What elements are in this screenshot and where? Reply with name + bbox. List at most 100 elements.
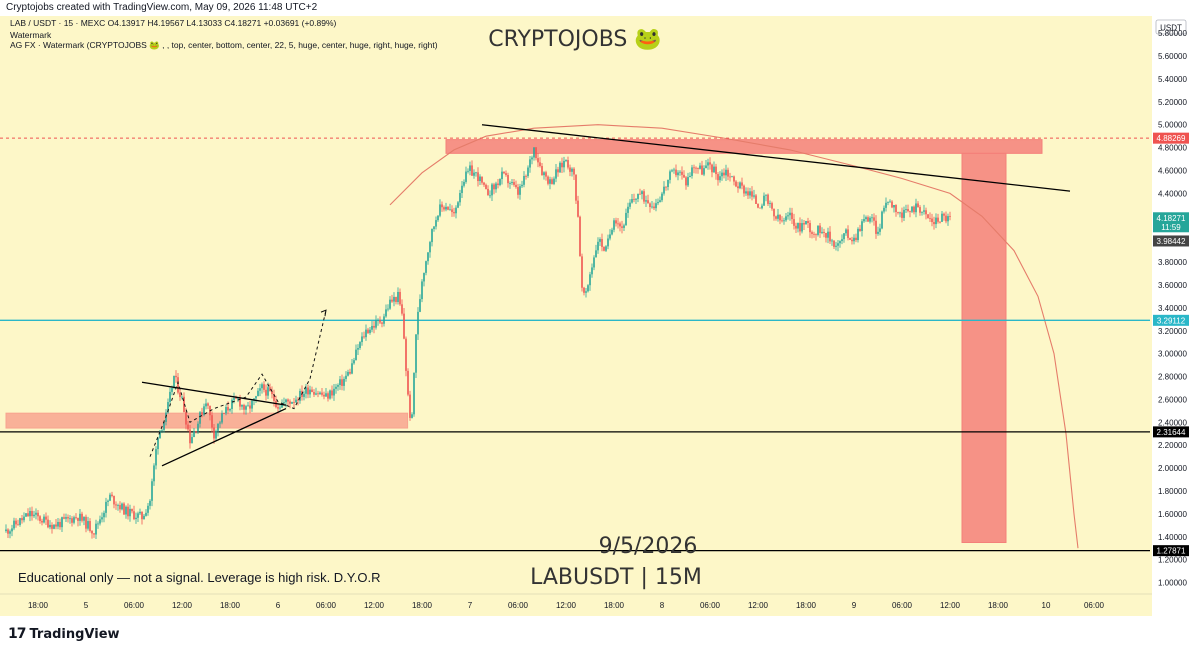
candle-body [69, 518, 71, 520]
candle-body [335, 386, 337, 389]
candle-body [569, 167, 571, 172]
candle-body [379, 319, 381, 323]
candle-body [179, 392, 181, 398]
candle-body [469, 165, 471, 171]
candle-body [425, 261, 427, 273]
candle-body [859, 228, 861, 231]
candle-body [27, 513, 29, 517]
level-label-box [1153, 132, 1189, 144]
candle-body [475, 172, 477, 174]
candle-body [629, 202, 631, 207]
candle-body [915, 203, 917, 213]
candle-body [405, 338, 407, 371]
candles-layer [5, 146, 951, 540]
candle-body [255, 396, 257, 399]
candle-body [199, 412, 201, 424]
candle-body [511, 182, 513, 184]
candle-body [293, 402, 295, 403]
candle-body [775, 216, 777, 219]
candle-body [9, 531, 11, 534]
tradingview-logo[interactable]: 17 TradingView [8, 626, 120, 642]
candle-body [213, 427, 215, 439]
candle-body [219, 422, 221, 424]
candle-body [765, 194, 767, 196]
candle-body [675, 169, 677, 176]
y-tick-label: 2.00000 [1158, 464, 1187, 473]
candle-body [143, 515, 145, 520]
candle-body [437, 215, 439, 221]
candle-body [879, 228, 881, 232]
candle-body [673, 169, 675, 171]
candle-body [15, 520, 17, 525]
candle-body [725, 169, 727, 176]
candle-body [291, 402, 293, 404]
price-chart[interactable]: LAB / USDT · 15 · MEXC O4.13917 H4.19567… [0, 16, 1200, 616]
candle-body [31, 510, 33, 517]
candle-body [281, 403, 283, 408]
trendlines-layer [141, 124, 1071, 467]
x-tick-label: 18:00 [796, 601, 817, 610]
candle-body [261, 384, 263, 389]
candle-body [747, 191, 749, 196]
candle-body [567, 160, 569, 168]
candle-body [529, 159, 531, 168]
candle-body [91, 530, 93, 534]
x-axis-background [0, 594, 1152, 616]
candle-body [703, 168, 705, 175]
candle-body [125, 506, 127, 515]
candle-body [273, 394, 275, 401]
candle-body [247, 405, 249, 407]
candle-body [637, 193, 639, 199]
candle-body [535, 147, 537, 159]
candle-body [183, 396, 185, 413]
candle-body [801, 223, 803, 232]
candle-body [701, 165, 703, 175]
candle-body [681, 171, 683, 175]
candle-body [453, 212, 455, 214]
candle-body [847, 229, 849, 238]
candle-body [231, 399, 233, 409]
level-label: 4.88269 [1157, 134, 1186, 143]
candle-body [717, 174, 719, 181]
candle-body [83, 516, 85, 521]
candle-body [259, 388, 261, 391]
candle-body [147, 505, 149, 513]
candle-body [679, 171, 681, 173]
candle-body [555, 169, 557, 179]
candle-body [377, 319, 379, 321]
candle-body [299, 390, 301, 401]
candle-body [249, 405, 251, 409]
candle-body [185, 412, 187, 425]
candle-body [793, 219, 795, 226]
candle-body [811, 232, 813, 234]
candle-body [41, 520, 43, 523]
x-tick-label: 06:00 [508, 601, 529, 610]
candle-body [527, 167, 529, 177]
candle-body [413, 372, 415, 415]
candle-body [857, 228, 859, 241]
candle-body [359, 342, 361, 348]
level-label: 2.31644 [1157, 428, 1186, 437]
x-tick-label: 06:00 [124, 601, 145, 610]
candle-body [333, 388, 335, 396]
candle-body [845, 229, 847, 234]
candle-body [609, 234, 611, 239]
candle-body [543, 172, 545, 176]
candle-body [945, 215, 947, 222]
candle-body [727, 169, 729, 177]
candle-body [841, 239, 843, 242]
level-sublabel: 11:59 [1161, 223, 1181, 232]
candle-body [225, 407, 227, 414]
candle-body [73, 517, 75, 523]
candle-body [465, 171, 467, 182]
candle-body [623, 225, 625, 228]
x-tick-label: 18:00 [988, 601, 1009, 610]
candle-body [369, 329, 371, 333]
watermark-text: CRYPTOJOBS 🐸 [488, 27, 662, 52]
footer: 17 TradingView [0, 616, 1200, 654]
x-tick-label: 12:00 [556, 601, 577, 610]
candle-body [941, 213, 943, 222]
candle-body [55, 524, 57, 527]
candle-body [421, 281, 423, 300]
candle-body [285, 399, 287, 403]
